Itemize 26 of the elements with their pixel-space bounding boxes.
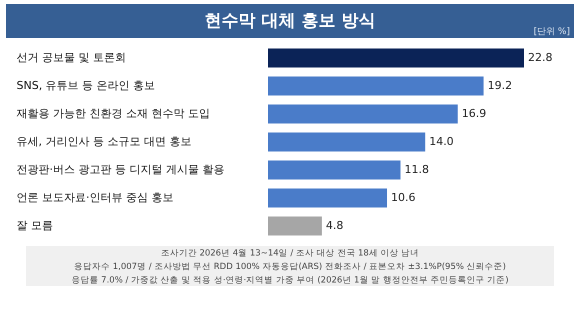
text: 응답자수 1,007명 / 조사방법 무선 RDD 100% 자동응답(ARS) 전화조사 / 표본오차 ±3.1%P(95% 신뢰수준): [74, 262, 506, 272]
text: 조사기간 2026년 4월 13~14일 / 조사 대상 전국 18세 이상 남녀: [160, 248, 420, 259]
text: [단위 %]: [534, 27, 570, 37]
bar: [268, 48, 524, 68]
text: 응답률 7.0% / 가중값 산출 및 적용 성·연령·지역별 가중 부여 (2026년 1월 말 행정안전부 주민등록인구 기준): [71, 275, 509, 286]
y-tick-label: 재활용 가능한 친환경 소재 현수막 도입: [16, 107, 210, 120]
data-label: 4.8: [326, 219, 344, 232]
chart-title: 현수막 대체 홍보 방식: [204, 11, 376, 31]
data-label: 11.8: [404, 163, 429, 176]
bar: [268, 104, 458, 124]
bar: [268, 76, 484, 96]
data-label: 16.9: [462, 107, 486, 120]
data-label: 19.2: [488, 79, 512, 92]
bar: [268, 160, 400, 180]
y-tick-label: SNS, 유튜브 등 온라인 홍보: [16, 79, 156, 92]
bar: [268, 132, 426, 152]
y-tick-label: 유세, 거리인사 등 소규모 대면 홍보: [16, 135, 192, 148]
data-label: 10.6: [391, 191, 416, 204]
bar: [268, 188, 388, 208]
data-label: 22.8: [528, 51, 552, 64]
y-tick-label: 잘 모름: [16, 219, 53, 232]
bar: [268, 216, 322, 236]
y-tick-label: 언론 보도자료·인터뷰 중심 홍보: [16, 191, 174, 204]
y-tick-label: 전광판·버스 광고판 등 디지털 게시물 활용: [16, 163, 224, 176]
data-label: 14.0: [429, 135, 454, 148]
y-tick-label: 선거 공보물 및 토론회: [16, 51, 126, 64]
